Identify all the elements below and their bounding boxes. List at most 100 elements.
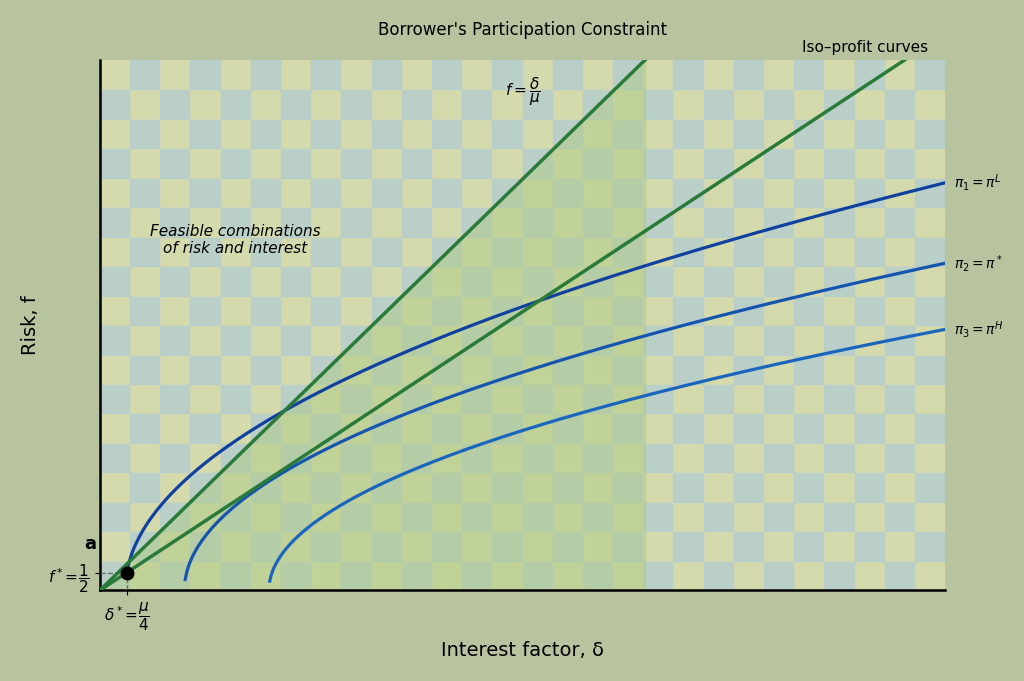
- Bar: [613, 502, 643, 531]
- Bar: [583, 531, 613, 561]
- Bar: [643, 355, 674, 384]
- Bar: [643, 60, 674, 89]
- Bar: [734, 89, 764, 118]
- Bar: [190, 473, 220, 502]
- Bar: [613, 178, 643, 207]
- Bar: [855, 384, 885, 413]
- Bar: [220, 296, 251, 325]
- Bar: [764, 413, 795, 443]
- Bar: [190, 355, 220, 384]
- Bar: [522, 266, 553, 296]
- Bar: [341, 266, 372, 296]
- Bar: [734, 118, 764, 148]
- Bar: [190, 207, 220, 237]
- Bar: [372, 89, 401, 118]
- Bar: [855, 148, 885, 178]
- Bar: [613, 443, 643, 473]
- Bar: [795, 561, 824, 590]
- Bar: [190, 237, 220, 266]
- Bar: [855, 473, 885, 502]
- Bar: [885, 296, 915, 325]
- Bar: [281, 561, 311, 590]
- Bar: [795, 325, 824, 355]
- Y-axis label: Risk, f: Risk, f: [20, 295, 40, 355]
- Bar: [674, 60, 703, 89]
- Bar: [372, 413, 401, 443]
- Bar: [583, 355, 613, 384]
- Text: $f = \dfrac{\delta}{\mu}$: $f = \dfrac{\delta}{\mu}$: [505, 76, 541, 108]
- Bar: [703, 60, 734, 89]
- Bar: [432, 384, 462, 413]
- Bar: [311, 325, 341, 355]
- Bar: [613, 384, 643, 413]
- Bar: [613, 60, 643, 89]
- Bar: [190, 178, 220, 207]
- Bar: [553, 148, 583, 178]
- Bar: [251, 148, 281, 178]
- Bar: [824, 384, 855, 413]
- Bar: [372, 531, 401, 561]
- Bar: [734, 384, 764, 413]
- X-axis label: Interest factor, δ: Interest factor, δ: [441, 642, 604, 660]
- Bar: [824, 207, 855, 237]
- Bar: [553, 502, 583, 531]
- Bar: [311, 443, 341, 473]
- Bar: [703, 296, 734, 325]
- Bar: [855, 296, 885, 325]
- Bar: [432, 443, 462, 473]
- Bar: [674, 502, 703, 531]
- Bar: [99, 561, 130, 590]
- Bar: [281, 60, 311, 89]
- Bar: [764, 355, 795, 384]
- Bar: [372, 561, 401, 590]
- Bar: [190, 561, 220, 590]
- Bar: [220, 443, 251, 473]
- Bar: [372, 60, 401, 89]
- Bar: [553, 89, 583, 118]
- Bar: [583, 148, 613, 178]
- Bar: [160, 89, 190, 118]
- Bar: [99, 473, 130, 502]
- Bar: [493, 531, 522, 561]
- Bar: [553, 266, 583, 296]
- Bar: [674, 325, 703, 355]
- Bar: [795, 266, 824, 296]
- Bar: [674, 207, 703, 237]
- Bar: [251, 266, 281, 296]
- Bar: [703, 502, 734, 531]
- Bar: [462, 266, 493, 296]
- Bar: [462, 384, 493, 413]
- Bar: [734, 207, 764, 237]
- Bar: [583, 384, 613, 413]
- Bar: [220, 266, 251, 296]
- Bar: [643, 325, 674, 355]
- Bar: [885, 60, 915, 89]
- Bar: [372, 118, 401, 148]
- Bar: [220, 531, 251, 561]
- Bar: [251, 118, 281, 148]
- Bar: [795, 89, 824, 118]
- Bar: [885, 531, 915, 561]
- Bar: [311, 384, 341, 413]
- Bar: [493, 296, 522, 325]
- Bar: [99, 355, 130, 384]
- Bar: [160, 266, 190, 296]
- Bar: [522, 237, 553, 266]
- Bar: [855, 207, 885, 237]
- Bar: [885, 561, 915, 590]
- Bar: [855, 561, 885, 590]
- Bar: [462, 60, 493, 89]
- Bar: [432, 207, 462, 237]
- Bar: [99, 296, 130, 325]
- Bar: [583, 473, 613, 502]
- Bar: [130, 207, 160, 237]
- Bar: [553, 118, 583, 148]
- Bar: [160, 296, 190, 325]
- Bar: [522, 355, 553, 384]
- Bar: [281, 384, 311, 413]
- Bar: [251, 502, 281, 531]
- Bar: [190, 266, 220, 296]
- Bar: [522, 443, 553, 473]
- Bar: [885, 178, 915, 207]
- Bar: [553, 296, 583, 325]
